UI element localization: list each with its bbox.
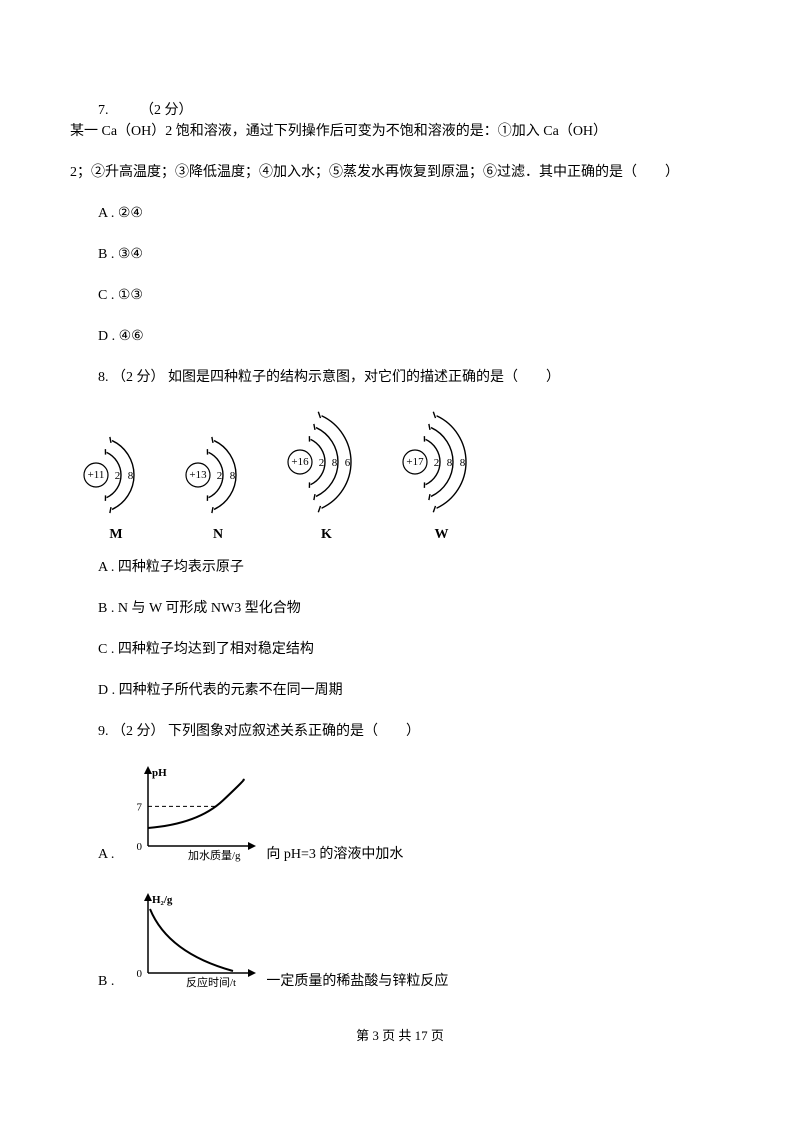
atom-label: N <box>213 524 223 545</box>
q7-stem-line2: 2；②升高温度；③降低温度；④加入水；⑤蒸发水再恢复到原温；⑥过滤．其中正确的是… <box>70 162 730 183</box>
svg-text:+16: +16 <box>291 456 309 468</box>
svg-text:2: 2 <box>217 470 223 482</box>
atom-diagrams: +1128M+1328N+16286K+17288W <box>70 408 730 545</box>
q8-option-d: D . 四种粒子所代表的元素不在同一周期 <box>70 680 730 701</box>
q8-option-b: B . N 与 W 可形成 NW3 型化合物 <box>70 598 730 619</box>
q9-b-prefix: B . <box>98 971 114 996</box>
q8-stem: 8. （2 分） 如图是四种粒子的结构示意图，对它们的描述正确的是（ ） <box>70 367 730 388</box>
q7-stem-line1: 7. （2 分） 某一 Ca（OH）2 饱和溶液，通过下列操作后可变为不饱和溶液… <box>70 100 730 142</box>
q8-points: （2 分） <box>112 370 165 385</box>
svg-text:7: 7 <box>137 801 143 813</box>
q9-a-chart: pH 7 0 加水质量/g <box>120 762 260 869</box>
svg-text:加水质量/g: 加水质量/g <box>188 849 241 862</box>
q7-option-c: C . ①③ <box>70 285 730 306</box>
q8-option-c: C . 四种粒子均达到了相对稳定结构 <box>70 639 730 660</box>
atom-label: M <box>109 524 122 545</box>
svg-text:0: 0 <box>137 841 143 853</box>
svg-text:8: 8 <box>230 470 236 482</box>
q9-text: 下列图象对应叙述关系正确的是（ ） <box>168 724 420 739</box>
svg-text:8: 8 <box>447 457 453 469</box>
q8-text: 如图是四种粒子的结构示意图，对它们的描述正确的是（ ） <box>168 370 560 385</box>
q7-option-b: B . ③④ <box>70 244 730 265</box>
svg-text:8: 8 <box>460 457 466 469</box>
q9-number: 9. <box>98 724 109 739</box>
page-footer: 第 3 页 共 17 页 <box>70 1026 730 1046</box>
atom-diagram: +11 28 M <box>80 434 152 545</box>
svg-text:pH: pH <box>152 767 167 779</box>
svg-text:反应时间/t: 反应时间/t <box>186 975 236 989</box>
q8-option-a: A . 四种粒子均表示原子 <box>70 557 730 578</box>
q9-points: （2 分） <box>112 724 165 739</box>
svg-text:8: 8 <box>128 470 134 482</box>
q7-option-d: D . ④⑥ <box>70 326 730 347</box>
svg-text:H₂/g: H₂/g <box>152 894 173 906</box>
q9-b-chart: H₂/g 0 反应时间/t <box>120 889 260 996</box>
svg-text:0: 0 <box>137 968 143 980</box>
q9-option-b: B . H₂/g 0 反应时间/t 一定质量的稀盐酸与锌粒反应 <box>70 889 730 996</box>
q9-stem: 9. （2 分） 下列图象对应叙述关系正确的是（ ） <box>70 721 730 742</box>
svg-text:2: 2 <box>115 470 121 482</box>
q9-option-a: A . pH 7 0 加水质量/g 向 pH=3 的溶液中加水 <box>70 762 730 869</box>
svg-text:6: 6 <box>345 457 351 469</box>
q9-a-prefix: A . <box>98 844 114 869</box>
q9-b-text: 一定质量的稀盐酸与锌粒反应 <box>266 971 448 996</box>
q9-a-text: 向 pH=3 的溶液中加水 <box>266 844 403 869</box>
q7-points: （2 分） <box>140 103 193 118</box>
svg-text:+13: +13 <box>189 469 207 481</box>
atom-label: W <box>435 524 449 545</box>
q7-number: 7. <box>98 103 109 118</box>
svg-text:2: 2 <box>434 457 440 469</box>
svg-text:+11: +11 <box>88 469 105 481</box>
svg-text:+17: +17 <box>406 456 424 468</box>
svg-text:2: 2 <box>319 457 325 469</box>
atom-diagram: +17288W <box>399 408 484 545</box>
svg-text:8: 8 <box>332 457 338 469</box>
q7-text1: 某一 Ca（OH）2 饱和溶液，通过下列操作后可变为不饱和溶液的是：①加入 Ca… <box>70 124 607 139</box>
atom-diagram: +13 28 N <box>182 434 254 545</box>
atom-label: K <box>321 524 332 545</box>
q8-number: 8. <box>98 370 109 385</box>
q7-option-a: A . ②④ <box>70 203 730 224</box>
atom-diagram: +16 286 K <box>284 408 369 545</box>
